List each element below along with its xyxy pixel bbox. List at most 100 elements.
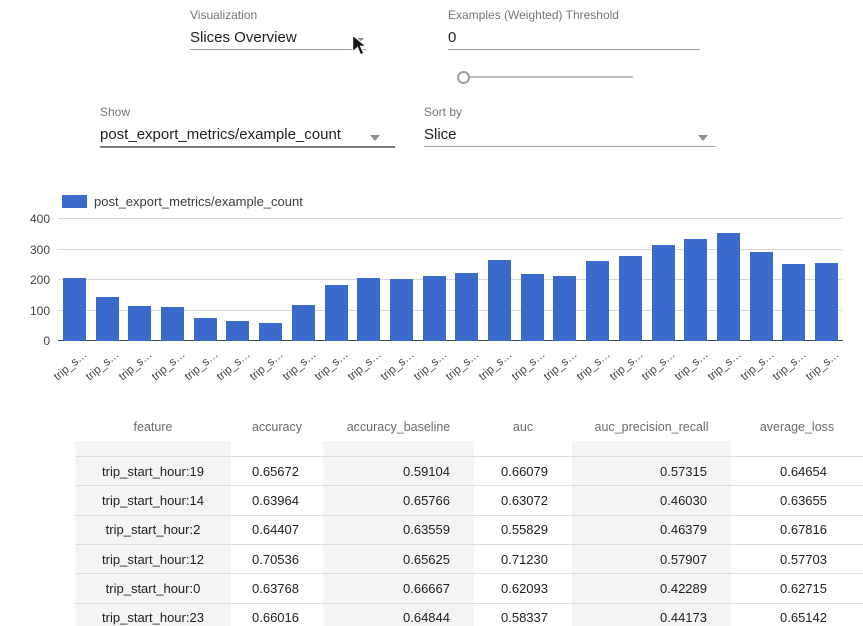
x-axis-label: trip_s… bbox=[607, 349, 645, 384]
chart-bar[interactable] bbox=[521, 274, 544, 341]
metric-cell: 0.46030 bbox=[572, 486, 731, 514]
chart-bar[interactable] bbox=[325, 285, 348, 341]
tfma-slicing-metrics-view: Visualization Slices Overview Examples (… bbox=[0, 0, 863, 626]
column-header-auc[interactable]: auc bbox=[474, 400, 572, 441]
threshold-input[interactable]: 0 bbox=[448, 27, 700, 50]
chart-bar[interactable] bbox=[717, 233, 740, 341]
table-row[interactable]: trip_start_hour:20.644070.635590.558290.… bbox=[75, 515, 863, 544]
x-axis-label: trip_s… bbox=[706, 349, 744, 384]
feature-cell: trip_start_hour:12 bbox=[75, 545, 231, 573]
chart-bar[interactable] bbox=[652, 245, 675, 341]
x-axis-label: trip_s… bbox=[575, 349, 613, 384]
chart-bar[interactable] bbox=[815, 263, 838, 341]
chart-bar[interactable] bbox=[357, 278, 380, 341]
metric-cell: 0.67816 bbox=[731, 516, 863, 544]
table-row[interactable]: trip_start_hour:140.639640.657660.630720… bbox=[75, 485, 863, 514]
x-axis-label: trip_s… bbox=[477, 349, 515, 384]
chart-bar[interactable] bbox=[684, 239, 707, 341]
chart-bar[interactable] bbox=[161, 307, 184, 341]
chart-bar[interactable] bbox=[586, 261, 609, 341]
chevron-down-icon[interactable] bbox=[698, 135, 708, 141]
chart-bar[interactable] bbox=[750, 252, 773, 341]
metric-cell: 0.58337 bbox=[474, 604, 572, 626]
chart-bar[interactable] bbox=[63, 278, 86, 341]
x-axis-label: trip_s… bbox=[379, 349, 417, 384]
metrics-table: featureaccuracyaccuracy_baselineaucauc_p… bbox=[75, 400, 863, 626]
chart-bar[interactable] bbox=[423, 276, 446, 341]
metric-cell: 0.63964 bbox=[231, 486, 323, 514]
feature-cell: trip_start_hour:2 bbox=[75, 516, 231, 544]
metric-cell: 0.46379 bbox=[572, 516, 731, 544]
chart-bar[interactable] bbox=[128, 306, 151, 341]
metric-cell: 0.55829 bbox=[474, 516, 572, 544]
chart-bar[interactable] bbox=[194, 318, 217, 341]
x-axis-label: trip_s… bbox=[313, 349, 351, 384]
table-filter-row bbox=[75, 441, 863, 456]
metric-cell: 0.65766 bbox=[323, 486, 474, 514]
x-axis-label: trip_s… bbox=[640, 349, 678, 384]
x-axis-label: trip_s… bbox=[182, 349, 220, 384]
chart-bar[interactable] bbox=[259, 323, 282, 341]
x-axis-label: trip_s… bbox=[411, 349, 449, 384]
y-axis-tick-label: 100 bbox=[10, 304, 50, 318]
y-axis-tick-label: 400 bbox=[10, 212, 50, 226]
chart-bar[interactable] bbox=[455, 273, 478, 341]
gridline bbox=[58, 218, 843, 219]
threshold-slider-knob[interactable] bbox=[457, 71, 470, 84]
table-row[interactable]: trip_start_hour:00.637680.666670.620930.… bbox=[75, 573, 863, 602]
metric-cell: 0.71230 bbox=[474, 545, 572, 573]
metric-cell: 0.57315 bbox=[572, 457, 731, 485]
metric-cell: 0.42289 bbox=[572, 574, 731, 602]
table-header-row: featureaccuracyaccuracy_baselineaucauc_p… bbox=[75, 400, 863, 441]
x-axis-label: trip_s… bbox=[738, 349, 776, 384]
x-axis-label: trip_s… bbox=[51, 349, 89, 384]
x-axis-label: trip_s… bbox=[248, 349, 286, 384]
metric-cell: 0.63655 bbox=[731, 486, 863, 514]
filter-cell bbox=[731, 441, 863, 456]
metric-cell: 0.59104 bbox=[323, 457, 474, 485]
metric-cell: 0.64654 bbox=[731, 457, 863, 485]
filter-cell bbox=[75, 441, 231, 456]
feature-cell: trip_start_hour:14 bbox=[75, 486, 231, 514]
chart-bar[interactable] bbox=[226, 321, 249, 341]
metric-cell: 0.63559 bbox=[323, 516, 474, 544]
metric-cell: 0.66079 bbox=[474, 457, 572, 485]
metric-cell: 0.66667 bbox=[323, 574, 474, 602]
chart-bar[interactable] bbox=[96, 297, 119, 341]
legend-label: post_export_metrics/example_count bbox=[94, 194, 303, 209]
column-header-accuracy[interactable]: accuracy bbox=[231, 400, 323, 441]
sort-by-dropdown[interactable]: Slice bbox=[424, 124, 715, 147]
threshold-field: Examples (Weighted) Threshold 0 bbox=[448, 8, 700, 50]
feature-cell: trip_start_hour:0 bbox=[75, 574, 231, 602]
x-axis-label: trip_s… bbox=[804, 349, 842, 384]
x-axis-label: trip_s… bbox=[150, 349, 188, 384]
show-dropdown[interactable]: post_export_metrics/example_count bbox=[100, 124, 395, 148]
chart-bar[interactable] bbox=[390, 279, 413, 341]
metric-cell: 0.63768 bbox=[231, 574, 323, 602]
chart-bar[interactable] bbox=[782, 264, 805, 341]
metric-cell: 0.65625 bbox=[323, 545, 474, 573]
metric-cell: 0.44173 bbox=[572, 604, 731, 626]
table-row[interactable]: trip_start_hour:190.656720.591040.660790… bbox=[75, 456, 863, 485]
threshold-slider-track[interactable] bbox=[463, 76, 633, 78]
chart-bar[interactable] bbox=[553, 276, 576, 341]
column-header-accuracy_baseline[interactable]: accuracy_baseline bbox=[323, 400, 474, 441]
filter-cell bbox=[474, 441, 572, 456]
chart-bar[interactable] bbox=[292, 305, 315, 341]
x-axis-label: trip_s… bbox=[117, 349, 155, 384]
visualization-dropdown[interactable]: Slices Overview bbox=[190, 27, 366, 50]
x-axis-label: trip_s… bbox=[346, 349, 384, 384]
x-axis-label: trip_s… bbox=[673, 349, 711, 384]
column-header-average_loss[interactable]: average_loss bbox=[731, 400, 863, 441]
column-header-feature[interactable]: feature bbox=[75, 400, 231, 441]
chart-bar[interactable] bbox=[619, 256, 642, 341]
chevron-down-icon[interactable] bbox=[370, 135, 380, 141]
threshold-label: Examples (Weighted) Threshold bbox=[448, 8, 700, 22]
chart-bar[interactable] bbox=[488, 260, 511, 341]
table-row[interactable]: trip_start_hour:230.660160.648440.583370… bbox=[75, 603, 863, 626]
y-axis-tick-label: 200 bbox=[10, 273, 50, 287]
table-row[interactable]: trip_start_hour:120.705360.656250.712300… bbox=[75, 544, 863, 573]
metric-cell: 0.66016 bbox=[231, 604, 323, 626]
metric-cell: 0.64844 bbox=[323, 604, 474, 626]
column-header-auc_precision_recall[interactable]: auc_precision_recall bbox=[572, 400, 731, 441]
